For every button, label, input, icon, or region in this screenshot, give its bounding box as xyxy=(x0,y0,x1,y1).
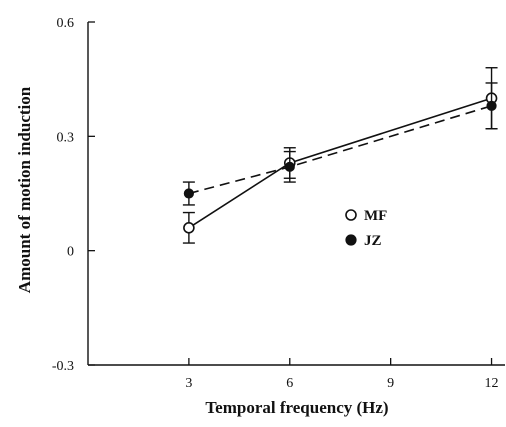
legend: MF JZ xyxy=(345,208,387,249)
x-tick-label: 3 xyxy=(185,376,192,391)
y-tick-label: 0.3 xyxy=(57,130,75,145)
x-tick-label: 6 xyxy=(286,376,293,391)
legend-label-jz: JZ xyxy=(364,233,382,249)
legend-label-mf: MF xyxy=(364,208,387,224)
y-tick-label: -0.3 xyxy=(52,359,74,374)
data-point-jz xyxy=(486,100,497,111)
axis-ticks xyxy=(88,21,493,366)
data-point-jz xyxy=(284,161,295,172)
y-tick-label: 0 xyxy=(67,245,74,260)
series-layer xyxy=(182,67,498,244)
series-mf xyxy=(182,67,498,244)
data-point-mf xyxy=(183,222,195,234)
data-point-jz xyxy=(183,188,194,199)
axis-tick-labels: -0.3 0 0.3 0.6 3 6 9 12 xyxy=(52,16,499,391)
x-tick-label: 9 xyxy=(387,376,394,391)
series-line-mf xyxy=(188,97,492,229)
x-axis-title: Temporal frequency (Hz) xyxy=(205,398,388,417)
legend-marker-jz xyxy=(345,234,357,246)
series-jz xyxy=(182,82,498,206)
legend-marker-mf xyxy=(345,209,357,221)
y-axis-title: Amount of motion induction xyxy=(15,86,34,293)
y-tick-label: 0.6 xyxy=(57,16,75,31)
x-tick-label: 12 xyxy=(485,376,499,391)
axes xyxy=(87,22,505,366)
series-line-jz xyxy=(188,105,492,195)
